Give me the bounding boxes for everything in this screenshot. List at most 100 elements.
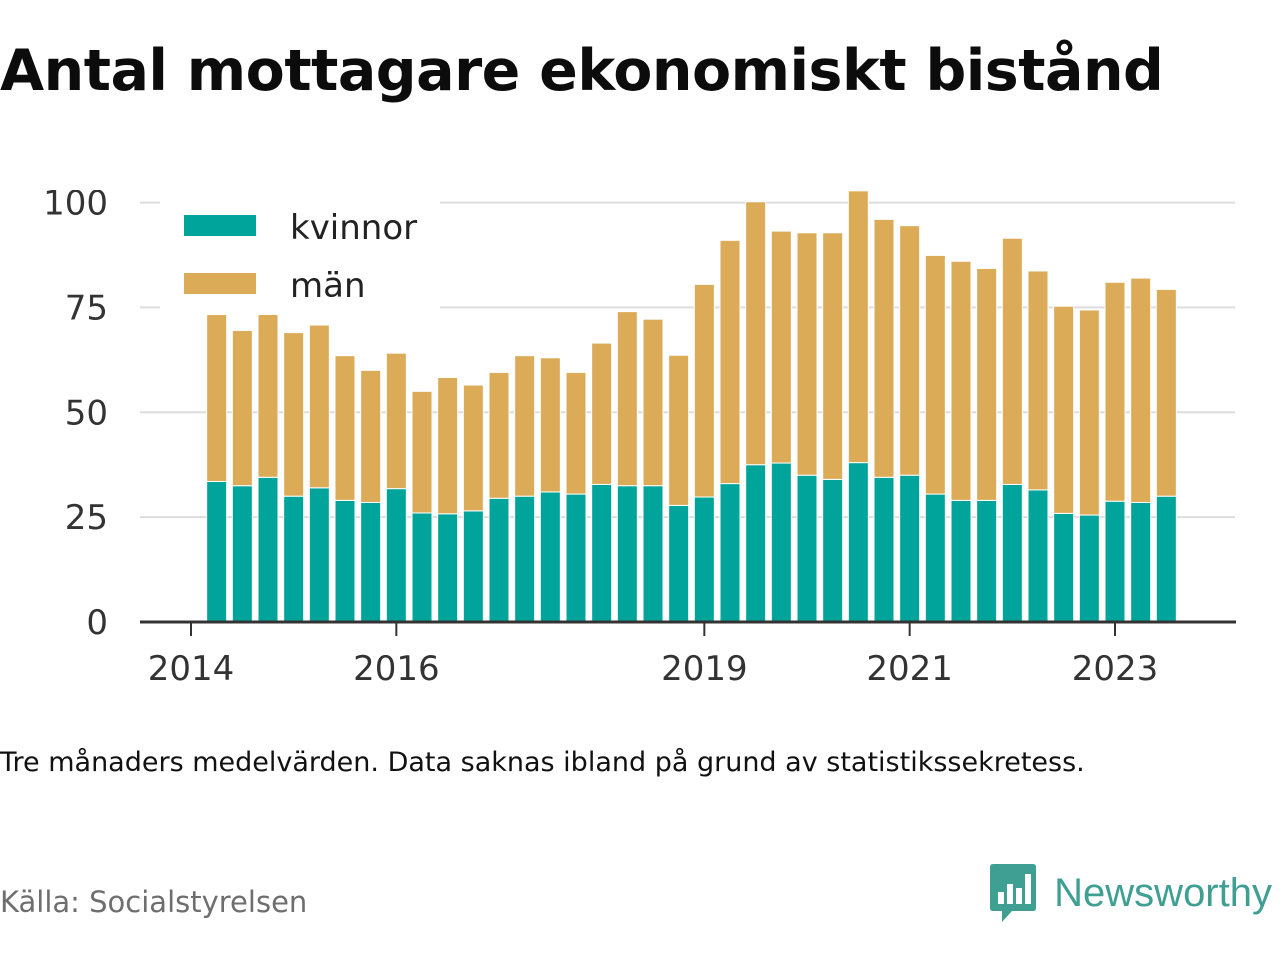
bar-man [231,330,253,487]
source-text: Källa: Socialstyrelsen [0,885,308,919]
bar-kvinnor [873,476,895,623]
bar-kvinnor [1053,512,1075,623]
legend-label-1: män [290,266,366,306]
bar-kvinnor [924,493,946,623]
bar-man [1155,288,1177,497]
bar-kvinnor [1078,514,1100,623]
legend: kvinnor män [160,200,440,315]
bar-kvinnor [283,495,305,623]
bar-kvinnor [745,464,767,623]
bar-kvinnor [462,510,484,623]
bar-man [283,332,305,497]
bar-kvinnor [719,483,741,623]
bar-man [488,371,510,499]
bar-kvinnor [360,501,382,623]
chart-note: Tre månaders medelvärden. Data saknas ib… [0,747,1085,778]
y-tick-label: 100 [43,190,108,224]
bar-man [899,225,921,476]
bar-kvinnor [1155,495,1177,623]
y-tick-label: 75 [65,288,108,328]
bar-kvinnor [822,478,844,623]
bar-man [411,390,433,514]
bar-man [642,318,664,487]
bar-man [462,384,484,512]
bar-kvinnor [488,497,510,623]
bars [206,190,1177,623]
bar-man [847,190,869,464]
x-tick-label: 2016 [353,649,440,689]
chart-title: Antal mottagare ekonomiskt bistånd [0,38,1164,104]
bar-man [770,230,792,464]
bar-man [257,313,279,478]
bar-man [206,314,228,482]
y-tick-label: 25 [65,498,108,538]
bar-kvinnor [950,499,972,623]
bar-kvinnor [1001,483,1023,623]
stacked-bar-chart: 0 25 50 75 100 2014 2016 2019 2021 2023 kvinnor mä… [43,190,1236,689]
bar-man [693,283,715,498]
bar-chart-speech-bubble-icon [990,864,1037,922]
bar-kvinnor [206,480,228,623]
bar-man [1104,281,1126,502]
x-tick-label: 2019 [661,649,748,689]
y-tick-label: 50 [65,393,108,433]
bar-man [616,311,638,487]
bar-man [719,239,741,485]
brand-logo: Newsworthy [988,862,1272,924]
x-tick-label: 2014 [148,649,235,689]
bar-man [308,324,330,489]
bar-kvinnor [976,499,998,623]
bar-man [565,371,587,495]
axes: 0 25 50 75 100 2014 2016 2019 2021 2023 [43,190,1236,689]
bar-man [1130,277,1152,503]
bar-kvinnor [257,476,279,623]
bar-kvinnor [334,499,356,623]
bar-man [514,355,536,497]
bar-kvinnor [616,485,638,623]
bar-man [976,267,998,501]
bar-man [1078,309,1100,516]
bar-man [385,352,407,490]
bar-man [950,260,972,501]
bar-man [591,342,613,485]
bar-man [539,357,561,493]
bar-kvinnor [642,485,664,623]
bar-kvinnor [1130,501,1152,623]
bar-man [437,376,459,515]
bar-kvinnor [899,474,921,623]
bar-kvinnor [539,491,561,623]
bar-kvinnor [1104,500,1126,623]
bar-man [796,232,818,476]
bar-man [924,254,946,495]
x-tick-label: 2021 [866,649,953,689]
bar-kvinnor [693,496,715,623]
bar-man [873,218,895,478]
bar-man [334,355,356,501]
bar-man [1053,305,1075,514]
y-tick-label: 0 [86,603,108,643]
bar-kvinnor [668,504,690,623]
bar-kvinnor [770,462,792,623]
bar-man [1001,237,1023,485]
bar-kvinnor [437,513,459,623]
bar-kvinnor [411,512,433,623]
bar-man [745,201,767,466]
legend-swatch-0 [184,215,256,236]
bar-kvinnor [514,495,536,623]
bar-kvinnor [847,462,869,623]
bar-kvinnor [1027,489,1049,623]
brand-name: Newsworthy [1054,870,1272,915]
bar-kvinnor [796,474,818,623]
bar-man [668,354,690,506]
bar-kvinnor [231,485,253,623]
bar-man [360,369,382,503]
bar-kvinnor [308,487,330,623]
bar-kvinnor [565,493,587,623]
legend-label-0: kvinnor [290,208,417,248]
bar-man [1027,270,1049,491]
x-tick-label: 2023 [1072,649,1159,689]
bar-kvinnor [591,483,613,623]
bar-man [822,232,844,480]
bar-kvinnor [385,488,407,623]
legend-swatch-1 [184,273,256,294]
